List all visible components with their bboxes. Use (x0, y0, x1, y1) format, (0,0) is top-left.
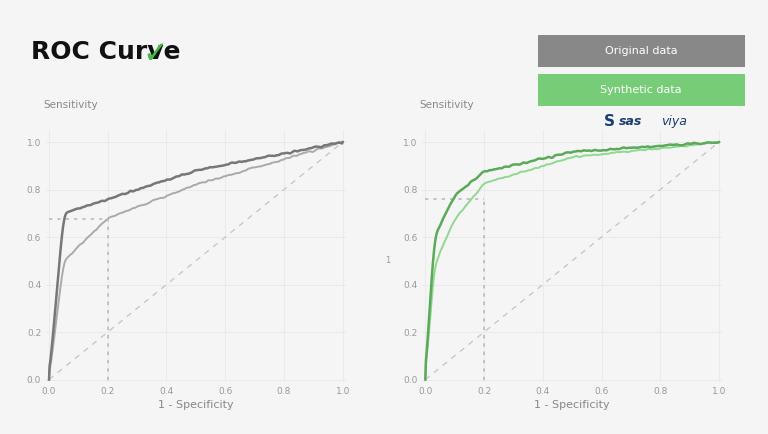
Text: Synthetic data: Synthetic data (601, 85, 682, 95)
Legend: Training, Validation: Training, Validation (488, 430, 657, 434)
Text: ROC Curve: ROC Curve (31, 40, 180, 64)
Text: Sensitivity: Sensitivity (43, 100, 98, 110)
X-axis label: 1 - Specificity: 1 - Specificity (535, 400, 610, 410)
Legend: Training, Validation: Training, Validation (111, 430, 280, 434)
Text: S: S (604, 114, 614, 129)
X-axis label: 1 - Specificity: 1 - Specificity (158, 400, 233, 410)
Text: 1: 1 (386, 256, 390, 265)
Text: viya: viya (661, 115, 687, 128)
Text: Sensitivity: Sensitivity (419, 100, 474, 110)
Text: ✓: ✓ (142, 40, 167, 69)
Text: sas: sas (619, 115, 642, 128)
Text: Original data: Original data (605, 46, 677, 56)
